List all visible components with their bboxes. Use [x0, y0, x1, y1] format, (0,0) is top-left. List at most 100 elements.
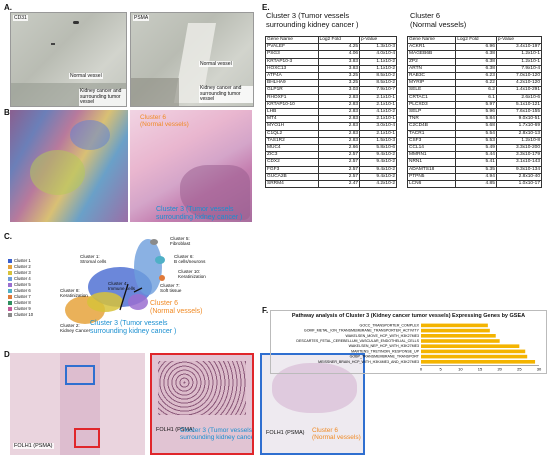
table-cell: C2CD4B — [406, 122, 457, 131]
table-row: C2CD4B 5.68 1.7x10-69 — [406, 122, 543, 131]
cluster4-blob — [128, 294, 148, 310]
panel-label-a: A. — [4, 3, 12, 12]
gsea-bar — [421, 354, 528, 359]
c-label-c2: Cluster 2: Kidney Cancer — [60, 323, 91, 333]
table-cell: 5.96 — [455, 108, 497, 117]
kidney-cancer-label: Kidney cancer and surrounding tumor vess… — [79, 88, 126, 106]
table-cell: 3.83 — [317, 64, 361, 74]
table-row: SELP 5.96 7.6x10-155 — [406, 108, 543, 117]
table-header-row: Gene Name Log2 Fold p-Value — [265, 35, 397, 45]
table-cell: 6.2 — [455, 86, 497, 95]
table-cell: 2.1x10-1 — [359, 93, 397, 102]
table-cell: 2.1x10-1 — [359, 100, 397, 110]
d-left-label: FOLH1 (PSMA) — [13, 443, 54, 449]
b-cluster3-label: Cluster 3 (Tumor vessels surrounding kid… — [156, 206, 243, 221]
kidney-cancer-label: Kidney cancer and surrounding tumor vess… — [199, 85, 253, 103]
table-row: TACR1 5.54 2.8x10-13 — [406, 129, 543, 138]
gsea-panel: Pathway analysis of Cluster 3 (Kidney ca… — [270, 310, 547, 374]
d-overview-slide: FOLH1 (PSMA) — [10, 353, 145, 455]
table-row: ZIC3 2.57 9.4x10-2 — [265, 151, 397, 160]
table-cell: 5.84 — [455, 115, 497, 124]
c-cluster3-label: Cluster 3 (Tumor vessels surrounding kid… — [90, 320, 177, 335]
gsea-category-label: MARTENS_TRETINOIN_RESPONSE_UP — [351, 349, 419, 353]
table-cell: 2.83 — [317, 129, 361, 138]
legend-swatch — [8, 265, 12, 269]
cluster7-blob — [159, 275, 165, 281]
table-cell: 2.83 — [317, 136, 361, 146]
gsea-bar — [421, 344, 520, 348]
gsea-bar — [421, 360, 536, 364]
cluster5-tip — [150, 239, 158, 245]
gsea-category-label: MEISSNER_BRAIN_HCP_WITH_H3K4ME3_AND_H3K2… — [318, 360, 419, 364]
gsea-category-label: WAKELSEN_NEP_HCP_WITH_H3K27ME3 — [349, 344, 419, 348]
table-cell: HOXC13 — [265, 64, 319, 74]
table-row: ZP2 6.38 1.2x10-1 — [406, 57, 543, 66]
psma-title: PSMA — [133, 15, 150, 21]
b-cluster6-label: Cluster 6 (Normal vessels) — [140, 114, 189, 128]
table-cell: KRTAP10-3 — [265, 57, 319, 66]
table-cell: 3.03 — [317, 86, 361, 95]
table-row: PTPN5 4.94 2.8x10-40 — [406, 172, 543, 182]
legend-label: Cluster 7 — [14, 294, 31, 299]
tumor-region — [131, 78, 179, 106]
c-label-c4: Cluster 4: Immune cells — [108, 281, 136, 291]
zoom-box-tumor — [74, 428, 100, 448]
cluster-region — [180, 165, 250, 220]
table-cell: 6.96 — [455, 43, 497, 52]
table-cell: 2.8x10-13 — [495, 129, 543, 138]
spatial-map-left — [10, 110, 128, 222]
table-cell: 5.54 — [455, 129, 497, 138]
legend-label: Cluster 9 — [14, 306, 31, 311]
gsea-tick-label: 30 — [537, 367, 542, 372]
vessel-mark — [73, 21, 79, 24]
zoom-box-normal — [65, 365, 95, 385]
table-cell: BHLHA9 — [265, 79, 319, 88]
table-cell: 7.9x10-7 — [359, 86, 397, 95]
table-row: GLP1R 3.03 7.9x10-7 — [265, 86, 397, 95]
legend-label: Cluster 6 — [14, 288, 31, 293]
table-cell: 6.38 — [455, 50, 497, 59]
table-cell: 6.38 — [455, 64, 497, 74]
table-cell: PSG3 — [265, 50, 319, 59]
table-cell: PTPN5 — [406, 172, 457, 182]
table-cell: 2.83 — [317, 108, 361, 117]
table-cell: PVALEF — [265, 43, 319, 52]
table-cell: 6.1 — [455, 93, 497, 102]
c-label-c8: Cluster 8: Keratinization — [60, 288, 88, 298]
table-cell: 4.0x10-4 — [359, 50, 397, 59]
table-cell: TNR — [406, 115, 457, 124]
table-cell: ACKR1 — [406, 43, 457, 52]
legend-item: Cluster 8 — [8, 300, 42, 306]
table-row: TNR 5.84 9.0x10-51 — [406, 115, 543, 124]
table-cell: 1.1x10-2 — [359, 64, 397, 74]
table-cell: 1.0x10-17 — [495, 180, 543, 189]
table-cell: 7.0x10-120 — [495, 72, 543, 81]
gsea-tick-label: 20 — [497, 367, 502, 372]
table-cell: 4.85 — [455, 180, 497, 189]
c-label-c1: Cluster 1: Stromal cells — [80, 254, 107, 264]
table-row: RAB3C 6.23 7.0x10-120 — [406, 72, 543, 81]
table-cell: MYRIP — [406, 79, 457, 88]
e-cluster6-title: Cluster 6 (Normal vessels) — [410, 11, 467, 29]
table-cell: 5.8x10-6 — [359, 144, 397, 153]
legend-label: Cluster 10 — [14, 312, 34, 317]
table-cell: 2.83 — [317, 93, 361, 102]
table-cell: 6.38 — [455, 57, 497, 66]
table-cell: GLP1R — [265, 86, 319, 95]
table-row: PSG3 4.06 4.0x10-4 — [265, 50, 397, 59]
table-row: MUC4 2.66 5.8x10-6 — [265, 144, 397, 153]
table-header-cell: Log2 Fold — [455, 35, 497, 45]
table-cell: SRRM4 — [265, 180, 319, 189]
table-cell: 4.2x10-2 — [359, 180, 397, 189]
table-cell: 4.1x10-2 — [359, 108, 397, 117]
table-cell: 1.3x10-3 — [359, 43, 397, 52]
table-cell: 3.3x10-179 — [495, 151, 543, 160]
table-row: LCN6 4.85 1.0x10-17 — [406, 180, 543, 189]
cluster-legend: Cluster 1 Cluster 2 Cluster 3 Cluster 4 Clus… — [8, 258, 42, 318]
cluster6-blob — [155, 256, 165, 264]
legend-swatch — [8, 277, 12, 281]
d-right-label: FOLH1 (PSMA) — [266, 430, 305, 436]
gsea-category-label: WAKELSEN_MOVE_HCP_WITH_H3K27ME3 — [345, 334, 419, 338]
d-right-cluster: Cluster 6 (Normal vessels) — [312, 427, 361, 441]
table-cell: 4.25 — [317, 43, 361, 52]
